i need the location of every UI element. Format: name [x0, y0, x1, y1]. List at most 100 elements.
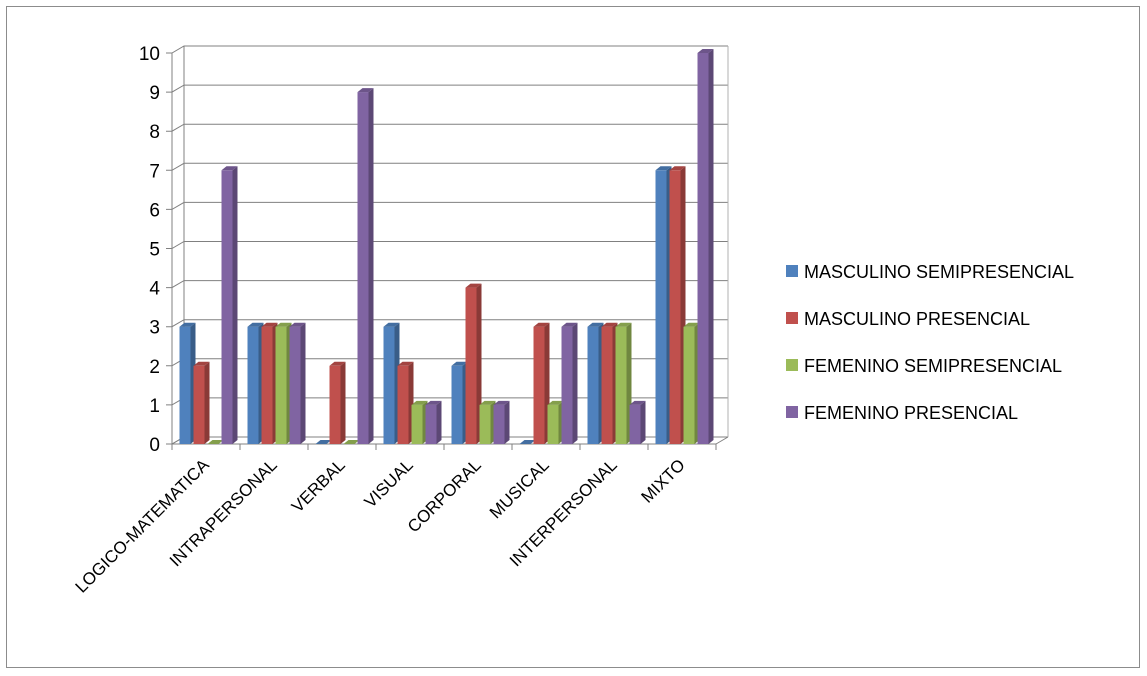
legend-swatch	[786, 312, 798, 324]
bar-top-face	[289, 322, 306, 327]
bar	[601, 322, 618, 444]
bar-top-face	[329, 361, 346, 366]
bar-side-face	[640, 400, 646, 444]
bar-side-face	[368, 88, 374, 444]
y-tick-label: 8	[149, 122, 160, 143]
bar-side-face	[204, 361, 210, 444]
legend-item: FEMENINO PRESENCIAL	[786, 403, 1018, 423]
bar-top-face	[683, 322, 700, 327]
bar-front-face	[289, 326, 301, 444]
bar-front-face	[247, 326, 259, 444]
bar-top-face	[397, 361, 414, 366]
bar	[683, 322, 700, 444]
bar	[451, 361, 468, 444]
floor-edge-line	[715, 436, 729, 445]
bar-front-face	[601, 326, 613, 444]
y-tick-label: 1	[149, 396, 160, 417]
bar-front-face	[561, 326, 573, 444]
bar-top-face	[519, 440, 536, 444]
bar-front-face	[465, 287, 477, 444]
bar	[383, 322, 400, 444]
gridline	[166, 162, 728, 171]
bar	[493, 400, 510, 444]
y-tick-label: 5	[149, 240, 160, 261]
bar-front-face	[683, 326, 695, 444]
bar	[247, 322, 264, 444]
bar	[465, 283, 482, 444]
bar	[397, 361, 414, 444]
bar	[179, 322, 196, 444]
bar-side-face	[340, 361, 346, 444]
bar-front-face	[615, 326, 627, 444]
bar	[655, 166, 672, 445]
bar-top-face	[315, 440, 332, 444]
bar-top-face	[179, 322, 196, 327]
bar-side-face	[572, 322, 578, 444]
bar-top-face	[465, 283, 482, 288]
y-tick-label: 9	[149, 83, 160, 104]
bar	[315, 440, 332, 445]
bar-front-face	[655, 170, 667, 445]
y-tick-label: 4	[149, 279, 160, 300]
bar-top-face	[561, 322, 578, 327]
gridline	[166, 280, 728, 289]
bar-top-face	[425, 400, 442, 405]
legend-swatch	[786, 359, 798, 371]
bar	[411, 400, 428, 444]
bar-front-face	[411, 404, 423, 444]
bar-front-face	[193, 365, 205, 444]
bar	[275, 322, 292, 444]
legend: MASCULINO SEMIPRESENCIAL MASCULINO PRESEN…	[786, 262, 1074, 423]
bar	[425, 400, 442, 444]
bar	[221, 166, 238, 445]
bar-top-face	[261, 322, 278, 327]
bar	[669, 166, 686, 445]
legend-label: FEMENINO PRESENCIAL	[804, 403, 1018, 423]
bar	[547, 400, 564, 444]
x-tick-label: CORPORAL	[404, 455, 485, 536]
y-tick-label: 2	[149, 357, 160, 378]
bar-front-face	[629, 404, 641, 444]
bar-side-face	[436, 400, 442, 444]
bar-top-face	[357, 88, 374, 93]
bar-top-face	[383, 322, 400, 327]
bar	[193, 361, 210, 444]
x-tick-label: MIXTO	[638, 455, 689, 506]
x-tick-label: LOGICO-MATEMATICA	[72, 455, 214, 597]
bar-top-face	[601, 322, 618, 327]
bar	[343, 440, 360, 445]
bar-top-face	[587, 322, 604, 327]
bar-top-face	[697, 49, 714, 53]
bar-top-face	[547, 400, 564, 405]
bar	[533, 322, 550, 444]
gridline	[166, 123, 728, 132]
bar-top-face	[533, 322, 550, 327]
bar-front-face	[179, 326, 191, 444]
bar	[519, 440, 536, 445]
bar-top-face	[207, 440, 224, 444]
gridline	[166, 319, 728, 328]
bar	[615, 322, 632, 444]
bar-front-face	[383, 326, 395, 444]
legend-item: FEMENINO SEMIPRESENCIAL	[786, 356, 1062, 376]
bar-top-face	[479, 400, 496, 405]
bar	[697, 49, 714, 444]
bar-front-face	[425, 404, 437, 444]
bars	[179, 49, 714, 445]
bar-top-face	[451, 361, 468, 366]
y-tick-label: 0	[149, 435, 160, 456]
gridline	[166, 45, 728, 54]
bar	[561, 322, 578, 444]
bar-top-face	[193, 361, 210, 366]
bar-front-face	[533, 326, 545, 444]
bar	[629, 400, 646, 444]
y-tick-label: 6	[149, 200, 160, 221]
bar-front-face	[451, 365, 463, 444]
bar-top-face	[655, 166, 672, 171]
bar-top-face	[629, 400, 646, 405]
bar	[479, 400, 496, 444]
bar-front-face	[587, 326, 599, 444]
legend-swatch	[786, 406, 798, 418]
